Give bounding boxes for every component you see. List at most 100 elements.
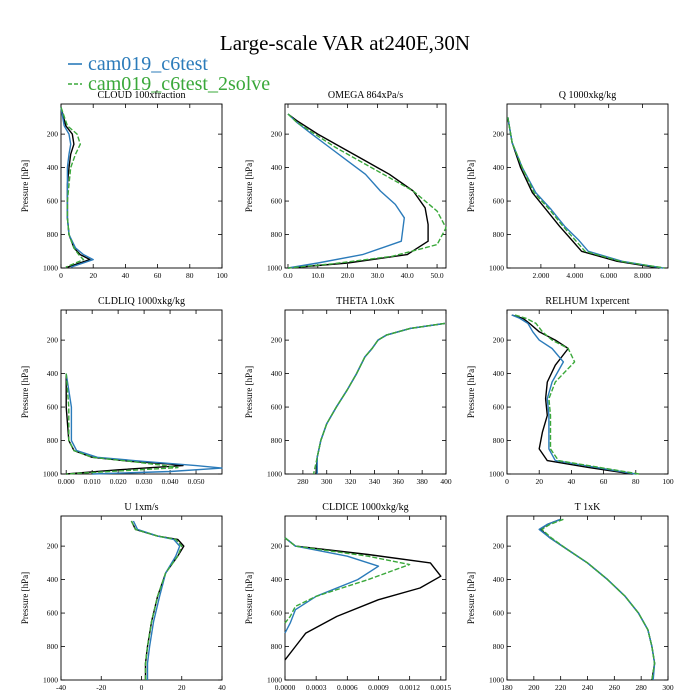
series-line-1	[316, 322, 445, 474]
series-line-0	[284, 537, 442, 661]
y-tick-label: 400	[271, 575, 283, 584]
x-tick-label: 40.0	[401, 271, 414, 280]
series-line-2	[65, 373, 179, 475]
plot-frame	[284, 515, 447, 681]
y-tick-label: 400	[493, 163, 505, 172]
y-tick-label: 1000	[43, 470, 58, 479]
series-line-2	[507, 117, 665, 269]
x-tick-label: 0.0003	[306, 683, 327, 692]
series-line-2	[514, 314, 640, 475]
x-tick-label: 220	[555, 683, 567, 692]
y-tick-label: 400	[47, 163, 59, 172]
panel-2: Q 1000xkg/kg Pressure [hPa] 2.000 4.000 6.00…	[466, 90, 669, 280]
series-line-2	[312, 322, 445, 475]
y-tick-label: 200	[47, 130, 59, 139]
x-tick-label: 40	[218, 683, 226, 692]
y-tick-label: 200	[493, 336, 505, 345]
series-line-0	[507, 117, 660, 269]
plot-frame	[506, 309, 669, 475]
y-axis-label: Pressure [hPa]	[466, 160, 476, 212]
y-tick-label: 1000	[489, 264, 504, 273]
plot-frame	[60, 103, 223, 269]
x-tick-label: 60	[154, 271, 162, 280]
x-tick-label: 280	[636, 683, 648, 692]
x-tick-label: 20	[89, 271, 97, 280]
x-tick-label: 0.0006	[337, 683, 358, 692]
x-tick-label: 320	[345, 477, 357, 486]
y-tick-label: 800	[271, 436, 283, 445]
y-tick-label: 400	[493, 575, 505, 584]
x-tick-label: 0.0012	[399, 683, 420, 692]
panel-title: T 1xK	[575, 502, 601, 513]
y-tick-label: 1000	[267, 676, 282, 685]
y-tick-label: 200	[271, 130, 283, 139]
y-tick-label: 1000	[489, 470, 504, 479]
y-tick-label: 800	[493, 436, 505, 445]
y-tick-label: 800	[493, 642, 505, 651]
x-tick-label: 100	[216, 271, 228, 280]
x-tick-label: 20.0	[341, 271, 354, 280]
y-tick-label: 200	[47, 542, 59, 551]
y-tick-label: 200	[271, 542, 283, 551]
y-axis-label: Pressure [hPa]	[244, 160, 254, 212]
x-tick-label: 380	[417, 477, 429, 486]
x-tick-label: 4.000	[566, 271, 583, 280]
y-tick-label: 1000	[267, 264, 282, 273]
x-tick-label: 200	[528, 683, 540, 692]
x-tick-label: 340	[369, 477, 381, 486]
x-tick-label: 0.010	[84, 477, 101, 486]
panel-grid: CLOUD 100xfraction Pressure [hPa] 0 20 40 60 8…	[20, 90, 674, 692]
panel-3: CLDLIQ 1000xkg/kg Pressure [hPa] 0.000 0.01…	[20, 296, 223, 486]
plot-frame	[284, 103, 447, 269]
y-tick-label: 600	[271, 197, 283, 206]
panel-title: THETA 1.0xK	[336, 296, 395, 307]
plot-frame	[60, 309, 223, 475]
x-tick-label: 360	[393, 477, 405, 486]
y-tick-label: 800	[47, 642, 59, 651]
x-tick-label: 240	[582, 683, 594, 692]
x-tick-label: 60	[600, 477, 608, 486]
y-tick-label: 200	[47, 336, 59, 345]
x-tick-label: 0.0	[283, 271, 293, 280]
x-tick-label: 40	[122, 271, 130, 280]
series-line-0	[511, 314, 633, 475]
legend: cam019_c6test cam019_c6test_2solve	[68, 53, 270, 95]
y-axis-label: Pressure [hPa]	[20, 160, 30, 212]
panel-title: U 1xm/s	[124, 502, 158, 513]
panel-7: CLDICE 1000xkg/kg Pressure [hPa] 0.0000 0.0…	[244, 502, 451, 692]
x-tick-label: 300	[321, 477, 333, 486]
series-line-0	[130, 520, 185, 680]
x-tick-label: 2.000	[532, 271, 549, 280]
figure-title: Large-scale VAR at240E,30N	[220, 31, 470, 55]
panel-5: RELHUM 1xpercent Pressure [hPa] 0 20 40 60 80 1…	[466, 296, 674, 486]
panel-title: Q 1000xkg/kg	[559, 90, 617, 101]
x-tick-label: 400	[440, 477, 452, 486]
y-axis-label: Pressure [hPa]	[20, 366, 30, 418]
series-line-2	[60, 107, 85, 268]
y-tick-label: 400	[271, 163, 283, 172]
panel-title: CLDICE 1000xkg/kg	[322, 502, 408, 513]
legend-label-0: cam019_c6test	[88, 53, 208, 75]
y-axis-label: Pressure [hPa]	[244, 366, 254, 418]
plot-frame	[506, 515, 669, 681]
y-axis-label: Pressure [hPa]	[20, 572, 30, 624]
panel-4: THETA 1.0xK Pressure [hPa] 280 300 320 340 360…	[244, 296, 452, 486]
x-tick-label: 8.000	[634, 271, 651, 280]
x-tick-label: -40	[56, 683, 66, 692]
x-tick-label: 180	[501, 683, 513, 692]
x-tick-label: 0.040	[162, 477, 179, 486]
y-tick-label: 600	[271, 609, 283, 618]
x-tick-label: 80	[186, 271, 194, 280]
series-line-1	[511, 314, 636, 475]
x-tick-label: 0	[140, 683, 144, 692]
x-tick-label: 20	[535, 477, 543, 486]
series-line-2	[284, 537, 411, 624]
y-tick-label: 600	[493, 403, 505, 412]
y-tick-label: 600	[271, 403, 283, 412]
y-axis-label: Pressure [hPa]	[466, 572, 476, 624]
y-tick-label: 600	[47, 197, 59, 206]
x-tick-label: 30.0	[371, 271, 384, 280]
plot-frame	[284, 309, 447, 475]
y-tick-label: 800	[47, 230, 59, 239]
